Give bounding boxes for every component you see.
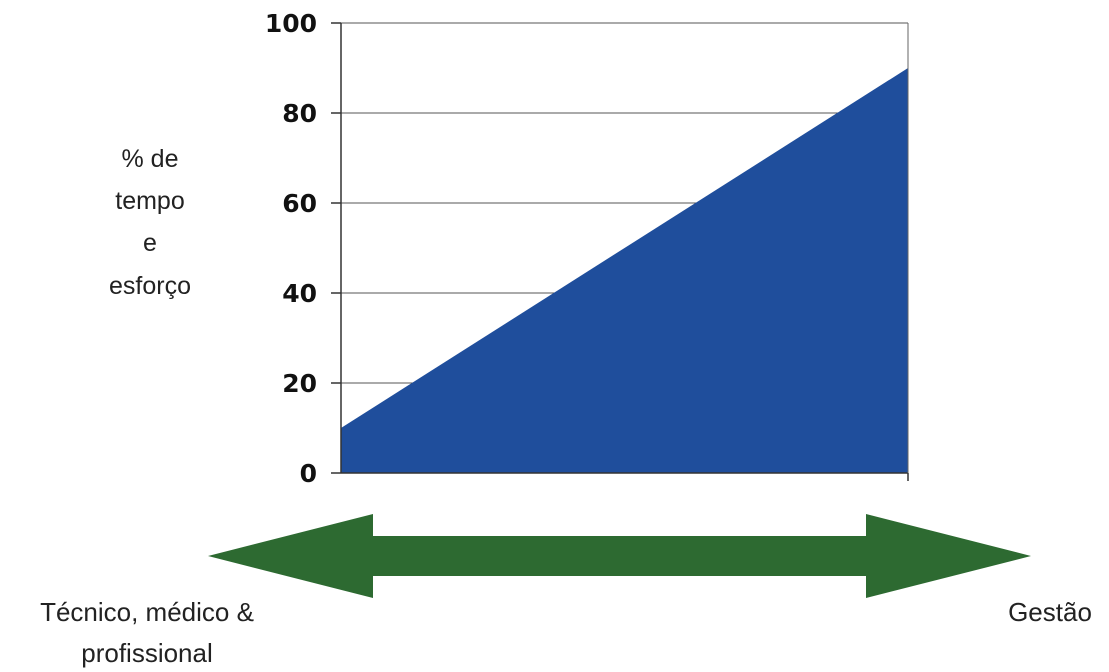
- double-arrow-icon: [208, 514, 1031, 598]
- left-end-label-line-2: profissional: [81, 638, 213, 668]
- ylabel-line-3: e: [143, 229, 157, 257]
- ylabel-line-1: % de: [122, 145, 179, 173]
- y-tick-label: 40: [282, 279, 317, 308]
- ylabel-line-2: tempo: [115, 187, 184, 215]
- ylabel-line-4: esforço: [109, 272, 191, 300]
- area-series: [341, 68, 908, 473]
- y-tick-label: 80: [282, 99, 317, 128]
- axes: [340, 23, 909, 474]
- y-axis-title: % de tempo e esforço: [109, 145, 191, 300]
- y-ticks: 0 20 40 60 80 100: [265, 9, 909, 488]
- y-tick-label: 20: [282, 369, 317, 398]
- y-tick-label: 60: [282, 189, 317, 218]
- y-tick-label: 100: [265, 9, 317, 38]
- right-end-label: Gestão: [1008, 597, 1092, 627]
- left-end-label-line-1: Técnico, médico &: [40, 597, 254, 627]
- y-tick-label: 0: [300, 459, 317, 488]
